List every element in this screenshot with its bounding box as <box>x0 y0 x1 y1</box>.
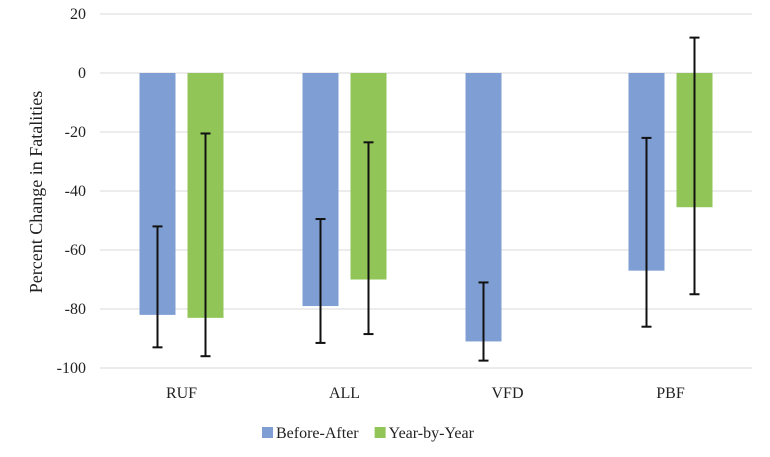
y-axis-label: Percent Change in Fatalities <box>26 91 46 293</box>
legend-swatch <box>262 427 273 438</box>
error-bar <box>689 36 700 296</box>
bars <box>139 73 713 342</box>
error-bar <box>315 218 326 344</box>
y-tick-label: -40 <box>65 183 86 200</box>
legend-swatch <box>374 427 386 438</box>
error-bars <box>152 36 700 362</box>
error-bar <box>152 225 163 349</box>
legend-label: Year-by-Year <box>389 425 475 442</box>
legend: Before-After Year-by-Year <box>262 425 475 442</box>
y-tick-label: 20 <box>70 6 86 23</box>
y-tick-label: -60 <box>65 242 86 259</box>
error-bar <box>363 141 374 336</box>
y-tick-label: -100 <box>57 360 86 377</box>
x-category-label: ALL <box>329 385 360 402</box>
y-tick-label: 0 <box>78 65 86 82</box>
legend-item: Before-After <box>262 425 359 442</box>
x-category-label: PBF <box>656 385 685 402</box>
error-bar <box>200 132 211 358</box>
x-category-label: VFD <box>491 385 523 402</box>
x-category-label: RUF <box>166 385 197 402</box>
legend-label: Before-After <box>276 425 359 442</box>
y-tick-label: -80 <box>65 301 86 318</box>
legend-item: Year-by-Year <box>374 425 475 442</box>
error-bar <box>641 136 652 328</box>
y-tick-label: -20 <box>65 124 86 141</box>
error-bar <box>478 281 489 362</box>
y-axis-ticks: 20 0 -20 -40 -60 -80 -100 <box>57 6 86 377</box>
x-axis-categories: RUF ALL VFD PBF <box>166 385 685 402</box>
